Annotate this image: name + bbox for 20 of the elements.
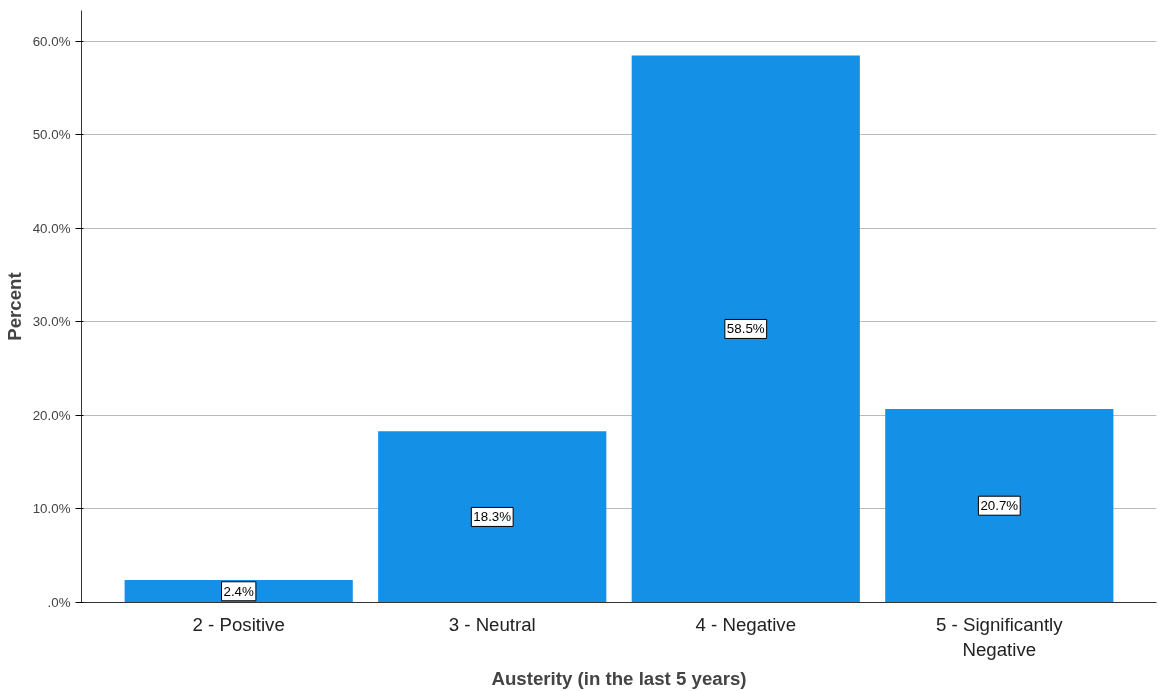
data-label: 20.7% <box>980 498 1019 514</box>
y-tick-label: 10.0% <box>32 501 71 517</box>
bar <box>378 431 607 603</box>
x-tick-label: 3 - Neutral <box>448 613 536 635</box>
y-tick-label: .0% <box>47 595 71 610</box>
bar <box>885 408 1114 603</box>
y-tick-label: 20.0% <box>32 407 71 423</box>
data-label: 2.4% <box>223 583 255 599</box>
x-axis-title: Austerity (in the last 5 years) <box>491 667 747 689</box>
y-tick-label: 30.0% <box>32 314 71 330</box>
y-axis-title: Percent <box>3 272 25 341</box>
bar <box>631 55 860 603</box>
x-tick-label: 2 - Positive <box>192 613 285 635</box>
data-label: 58.5% <box>726 321 765 337</box>
x-tick-label: 5 - Significantly Negative <box>936 613 1064 660</box>
data-label: 18.3% <box>473 509 512 525</box>
y-tick-label: 40.0% <box>32 220 71 236</box>
x-tick-label: 4 - Negative <box>695 613 797 635</box>
y-tick-label: 60.0% <box>32 33 71 49</box>
y-tick-label: 50.0% <box>32 127 71 143</box>
